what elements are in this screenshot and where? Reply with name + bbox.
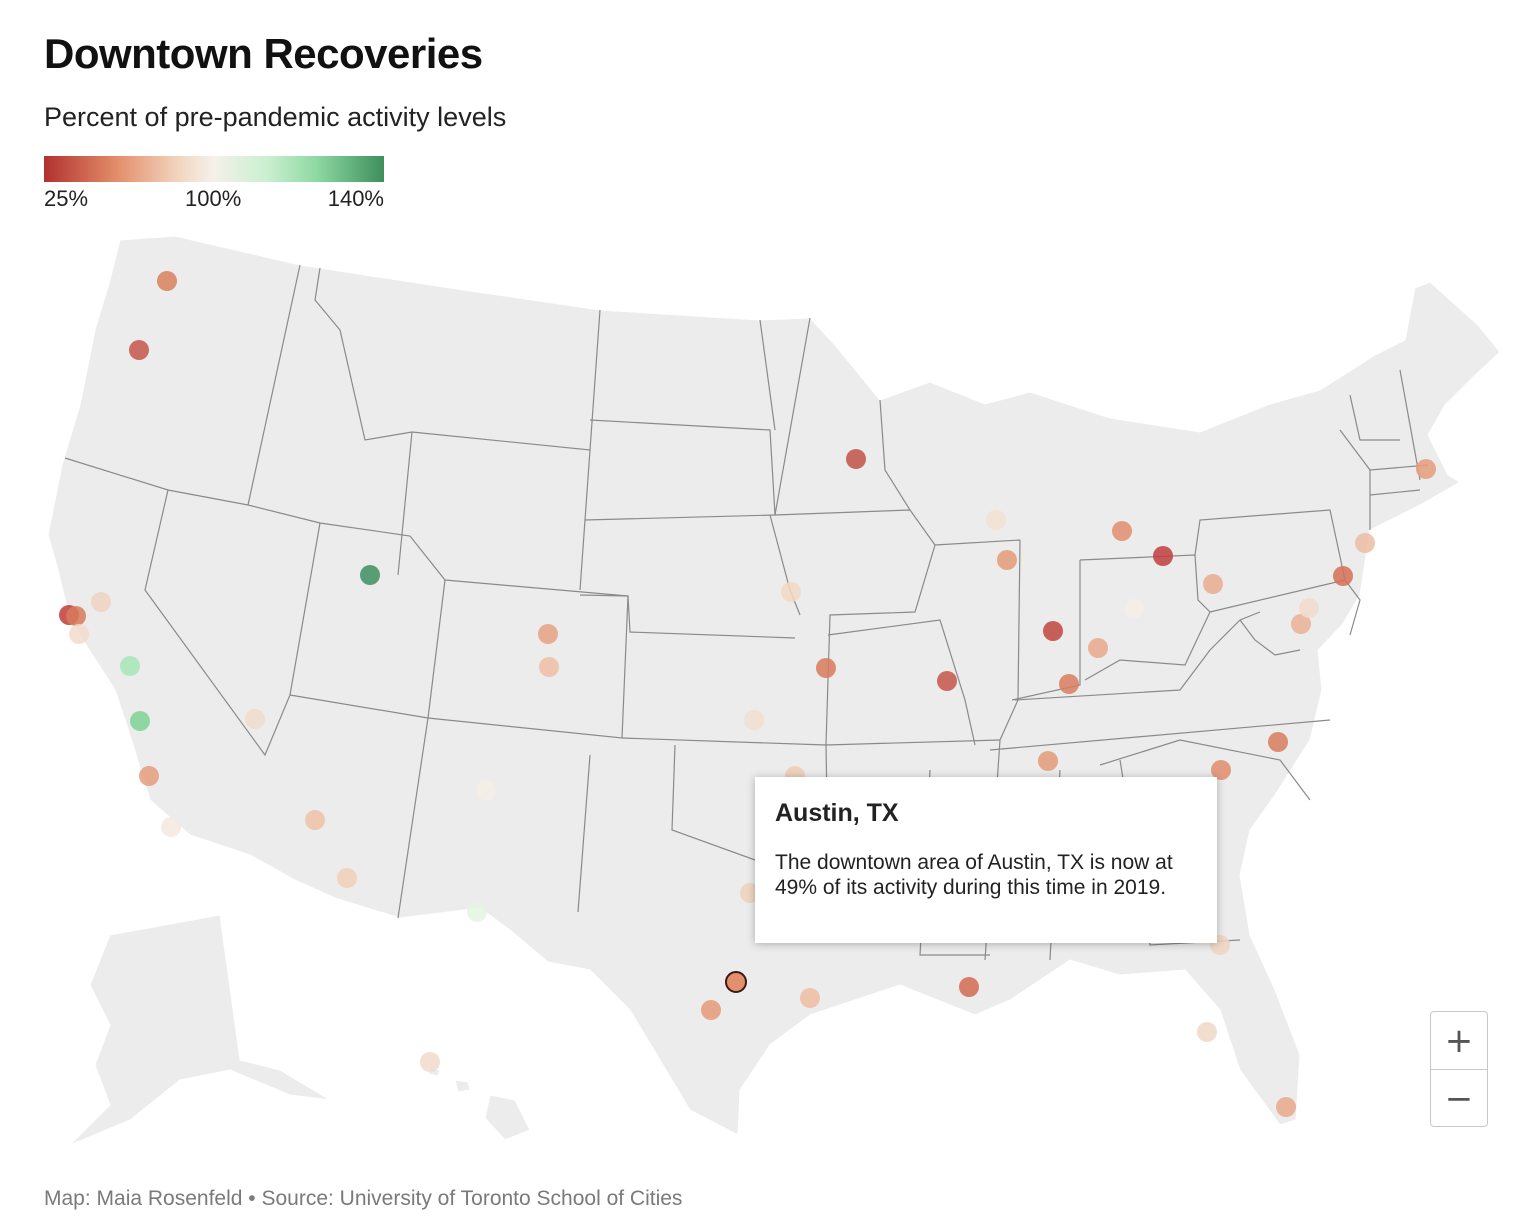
city-marker[interactable] [538, 624, 558, 644]
legend-max-label: 140% [327, 186, 384, 211]
city-marker[interactable] [937, 671, 957, 691]
city-marker[interactable] [1355, 533, 1375, 553]
city-marker[interactable] [1203, 574, 1223, 594]
city-marker[interactable] [701, 1000, 721, 1020]
zoom-in-button[interactable]: + [1444, 1020, 1474, 1061]
us-map[interactable] [0, 220, 1530, 1160]
city-marker[interactable] [139, 766, 159, 786]
city-marker[interactable] [781, 582, 801, 602]
tooltip-title: Austin, TX [775, 799, 899, 827]
city-marker[interactable] [1291, 614, 1311, 634]
city-marker[interactable] [91, 592, 111, 612]
city-marker[interactable] [337, 868, 357, 888]
city-marker[interactable] [986, 510, 1006, 530]
city-marker[interactable] [1153, 546, 1173, 566]
legend-gradient-bar [44, 156, 384, 182]
city-marker[interactable] [129, 340, 149, 360]
tooltip-body: The downtown area of Austin, TX is now a… [775, 851, 1173, 899]
city-marker[interactable] [120, 656, 140, 676]
city-marker[interactable] [245, 709, 265, 729]
city-marker[interactable] [1124, 599, 1144, 619]
city-marker[interactable] [69, 624, 89, 644]
city-marker[interactable] [1197, 1022, 1217, 1042]
hawaii-land [427, 1067, 531, 1141]
source-credit: Map: Maia Rosenfeld • Source: University… [44, 1187, 683, 1210]
city-marker[interactable] [467, 902, 487, 922]
city-marker[interactable] [744, 710, 764, 730]
city-marker[interactable] [476, 780, 496, 800]
city-marker[interactable] [816, 658, 836, 678]
city-marker[interactable] [539, 657, 559, 677]
city-marker[interactable] [1333, 566, 1353, 586]
city-marker[interactable] [161, 817, 181, 837]
city-marker[interactable] [1038, 751, 1058, 771]
city-marker[interactable] [800, 988, 820, 1008]
city-marker[interactable] [130, 711, 150, 731]
zoom-controls: + − [1430, 1011, 1488, 1127]
contiguous-us-land [47, 235, 1501, 1136]
city-marker[interactable] [1211, 760, 1231, 780]
zoom-out-button[interactable]: − [1431, 1069, 1487, 1126]
map-subtitle: Percent of pre-pandemic activity levels [44, 102, 507, 132]
city-marker[interactable] [1268, 732, 1288, 752]
city-marker[interactable] [1416, 459, 1436, 479]
city-marker[interactable] [959, 977, 979, 997]
city-marker[interactable] [846, 449, 866, 469]
city-marker[interactable] [305, 810, 325, 830]
city-marker[interactable] [157, 271, 177, 291]
city-marker[interactable] [66, 606, 86, 626]
city-marker[interactable] [1088, 638, 1108, 658]
map-title: Downtown Recoveries [44, 30, 483, 77]
city-tooltip: Austin, TX The downtown area of Austin, … [755, 777, 1217, 943]
city-marker[interactable] [997, 550, 1017, 570]
legend-mid-label: 100% [185, 186, 242, 211]
city-marker[interactable] [420, 1052, 440, 1072]
city-marker[interactable] [1043, 621, 1063, 641]
city-marker[interactable] [1276, 1097, 1296, 1117]
us-map-svg[interactable] [0, 220, 1530, 1160]
city-marker[interactable] [360, 565, 380, 585]
selected-city-marker[interactable] [725, 971, 747, 993]
city-marker[interactable] [1059, 674, 1079, 694]
alaska-land [69, 914, 331, 1146]
legend-labels: 25% 100% 140% [44, 186, 384, 216]
color-legend: 25% 100% 140% [44, 156, 384, 216]
city-marker[interactable] [1112, 521, 1132, 541]
legend-min-label: 25% [44, 186, 89, 211]
city-marker[interactable] [1299, 598, 1319, 618]
